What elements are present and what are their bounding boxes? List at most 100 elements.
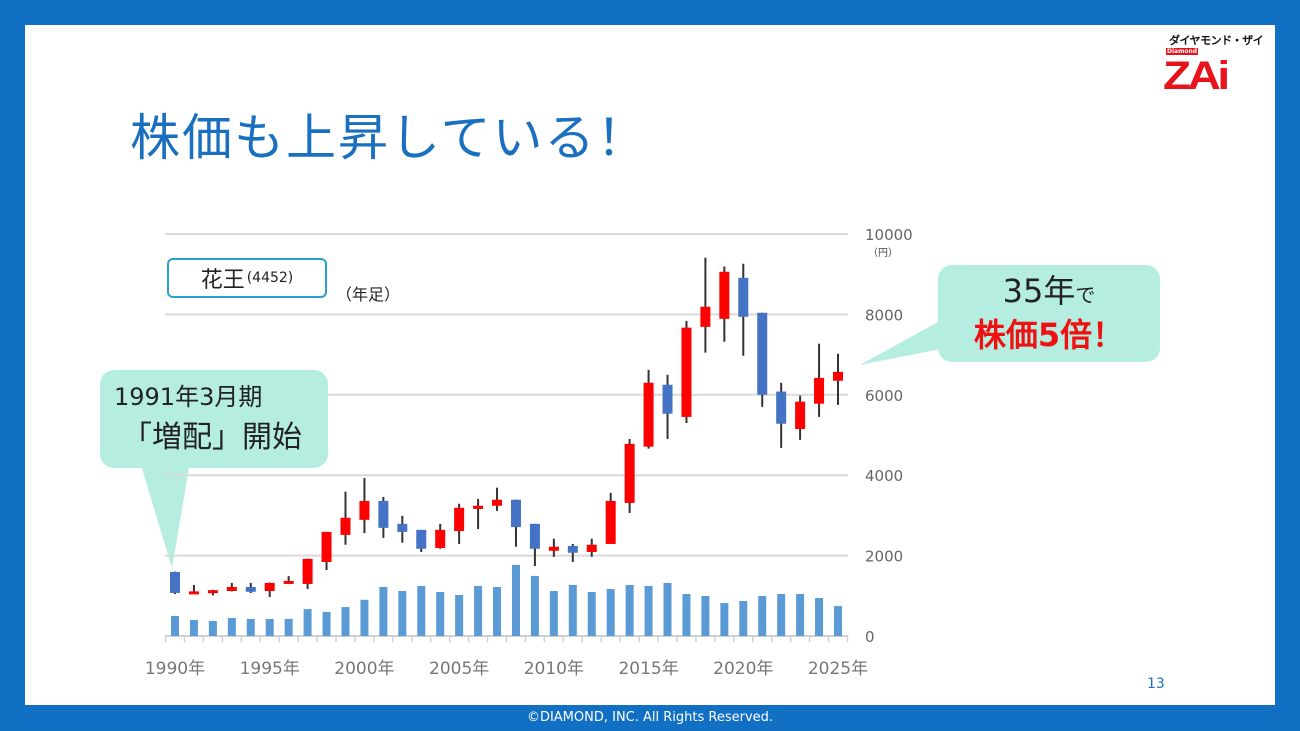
y-tick-label: 0 xyxy=(865,628,875,646)
callout-dividend-tail xyxy=(140,462,190,568)
candle-body xyxy=(416,529,427,549)
volume-bar xyxy=(455,594,464,636)
candle-body xyxy=(473,505,484,509)
callout-growth-years: 35年 xyxy=(1002,272,1076,310)
y-tick-label: 6000 xyxy=(865,387,903,405)
volume-bar xyxy=(644,585,653,636)
copyright-footer: ©DIAMOND, INC. All Rights Reserved. xyxy=(526,710,774,725)
y-tick-label: 4000 xyxy=(865,467,903,485)
candle-body xyxy=(264,582,275,591)
candle-body xyxy=(757,312,768,395)
candle-body xyxy=(719,271,730,319)
candle-body xyxy=(245,586,256,592)
x-tick-label: 2020年 xyxy=(713,659,773,679)
callout-growth-line2: 株価5倍！ xyxy=(973,316,1125,354)
volume-bar xyxy=(493,586,502,636)
logo-sub: Diamond xyxy=(1166,48,1199,55)
candle-body xyxy=(738,277,749,317)
zai-logo: ダイヤモンド・ザイ Diamond ZAi xyxy=(1163,34,1264,98)
volume-bar xyxy=(189,619,198,636)
volume-bar xyxy=(303,609,312,636)
volume-bar xyxy=(265,618,274,636)
x-tick-label: 2015年 xyxy=(618,659,678,679)
candle-body xyxy=(529,523,540,549)
candle-body xyxy=(283,580,294,584)
x-tick-label: 2010年 xyxy=(524,659,584,679)
volume-bar xyxy=(530,575,539,636)
stock-name-box: 花王 (4452) xyxy=(167,258,327,298)
volume-bar xyxy=(834,606,842,636)
candle-body xyxy=(814,377,825,404)
stock-name: 花王 xyxy=(200,268,245,293)
callout-growth-suffix: で xyxy=(1075,283,1096,307)
volume-bar xyxy=(701,596,710,636)
volume-bar xyxy=(549,590,558,636)
volume-bar xyxy=(246,618,255,636)
volume-bar xyxy=(511,564,520,636)
page-number: 13 xyxy=(1147,676,1165,692)
volume-bar xyxy=(284,618,293,636)
volume-bar xyxy=(815,598,824,636)
volume-bar xyxy=(360,599,369,636)
x-tick-label: 1990年 xyxy=(145,659,205,679)
candle-body xyxy=(662,384,673,414)
candle-body xyxy=(302,558,313,584)
candle-body xyxy=(170,571,180,593)
candle-body xyxy=(321,531,332,563)
candle-body xyxy=(700,306,711,327)
candle-body xyxy=(510,499,521,528)
candle-body xyxy=(567,545,578,553)
volume-bar xyxy=(474,585,483,636)
volume-bar xyxy=(436,591,445,636)
volume-bar xyxy=(341,607,350,636)
volume-bar xyxy=(587,591,596,636)
candle-body xyxy=(226,586,237,591)
volume-bar xyxy=(720,603,729,636)
callout-dividend-line2: 「増配」開始 xyxy=(122,420,302,455)
volume-bar xyxy=(777,593,786,636)
candle-body xyxy=(188,591,199,595)
callout-dividend-line1: 1991年3月期 xyxy=(114,383,263,411)
candle-body xyxy=(378,500,389,528)
page-title: 株価も上昇している！ xyxy=(130,109,649,167)
y-tick-label: 10000 xyxy=(865,226,913,244)
candle-body xyxy=(833,371,843,381)
candle-body xyxy=(795,401,806,429)
volume-bar xyxy=(758,596,767,636)
period-label: （年足） xyxy=(336,285,401,304)
volume-bar xyxy=(208,620,217,636)
volume-bar xyxy=(663,582,672,636)
candle-body xyxy=(548,546,559,551)
candle-body xyxy=(359,500,370,520)
callout-growth: 35年で 株価5倍！ xyxy=(938,265,1160,362)
volume-bar xyxy=(568,584,577,636)
candle-body xyxy=(492,499,503,506)
callout-growth-tail xyxy=(860,318,945,365)
candle-body xyxy=(586,544,597,552)
x-tick-label: 1995年 xyxy=(240,659,300,679)
y-unit-label: （円） xyxy=(868,247,898,259)
y-tick-label: 8000 xyxy=(865,306,903,324)
volume-bar xyxy=(417,585,426,636)
candle-body xyxy=(207,590,218,594)
volume-bar xyxy=(606,588,615,636)
callout-growth-line1: 35年で xyxy=(938,273,1160,313)
stock-code: (4452) xyxy=(246,270,294,286)
candle-body xyxy=(605,500,616,544)
volume-bar xyxy=(682,593,691,636)
candle-body xyxy=(681,327,692,417)
callout-dividend: 1991年3月期 「増配」開始 xyxy=(100,370,328,468)
volume-bar xyxy=(625,584,634,636)
volume-bar xyxy=(171,615,179,636)
volume-bar xyxy=(379,586,388,636)
x-tick-label: 2000年 xyxy=(334,659,394,679)
y-tick-label: 2000 xyxy=(865,548,903,566)
volume-bar xyxy=(227,617,236,636)
volume-bar xyxy=(398,590,407,636)
logo-main: ZAi xyxy=(1163,54,1230,98)
candle-body xyxy=(776,391,787,424)
volume-bar xyxy=(322,611,331,636)
volume-bar xyxy=(796,593,805,636)
candle-body xyxy=(397,523,408,532)
